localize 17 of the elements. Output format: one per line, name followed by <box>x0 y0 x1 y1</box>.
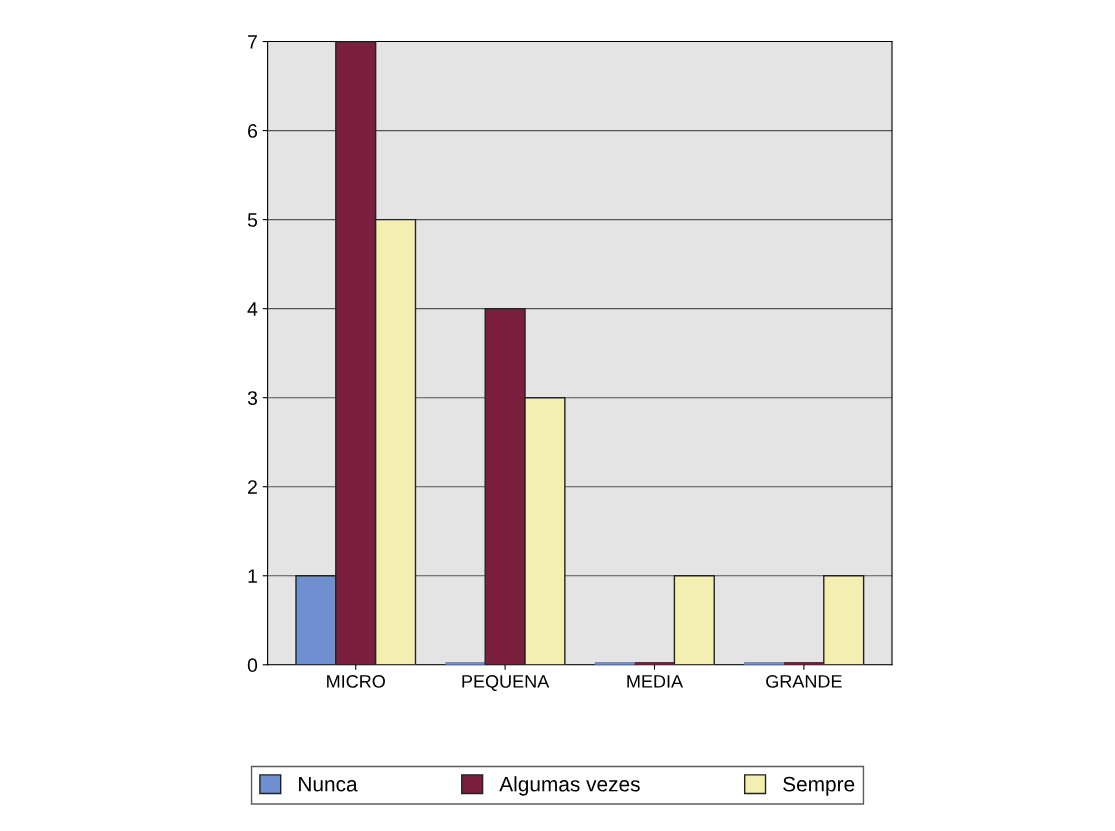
y-tick-label: 1 <box>248 569 257 583</box>
x-tick-label: GRANDE <box>766 675 842 688</box>
y-tick-label: 5 <box>247 213 258 227</box>
y-tick-label: 6 <box>248 124 258 138</box>
x-tick-label: MICRO <box>327 675 385 688</box>
y-tick-label: 0 <box>247 658 258 673</box>
y-tick-label: 7 <box>248 35 257 49</box>
x-tick-label: PEQUENA <box>462 675 550 692</box>
y-tick-label: 3 <box>247 391 258 405</box>
bar <box>823 575 865 665</box>
legend-label: Algumas vezes <box>499 776 640 796</box>
bar <box>673 575 715 665</box>
y-tick-label: 4 <box>247 302 258 316</box>
y-tick-label: 2 <box>248 480 257 494</box>
legend-label: Sempre <box>783 776 855 796</box>
x-tick-label: MEDIA <box>627 675 684 688</box>
legend-label: Nunca <box>299 776 358 792</box>
